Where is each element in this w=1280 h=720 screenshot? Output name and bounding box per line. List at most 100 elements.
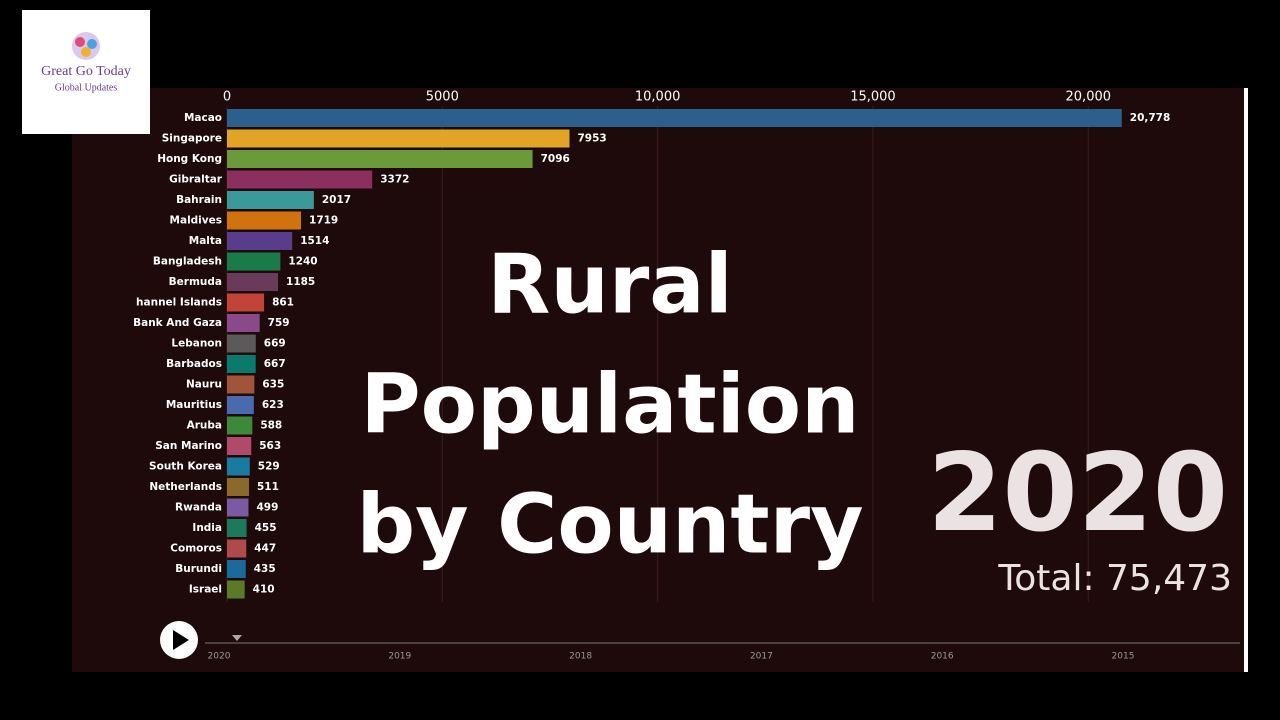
overlay-title: Population <box>361 357 860 452</box>
value-label: 861 <box>272 297 294 309</box>
bar <box>227 580 245 599</box>
x-tick-label: 5000 <box>426 90 459 105</box>
bar <box>227 109 1122 127</box>
bar <box>227 334 256 353</box>
category-label: South Korea <box>149 461 222 473</box>
value-label: 7953 <box>577 133 606 145</box>
value-label: 1719 <box>309 215 338 227</box>
x-tick-label: 20,000 <box>1066 90 1112 105</box>
category-label: San Marino <box>155 440 222 452</box>
category-label: Singapore <box>162 133 222 145</box>
category-label: hannel Islands <box>136 297 222 309</box>
play-icon <box>173 630 189 650</box>
value-label: 435 <box>254 563 276 575</box>
timeline-label: 2017 <box>750 652 773 662</box>
category-label: Lebanon <box>171 338 222 350</box>
bar <box>227 252 281 271</box>
logo-icon <box>75 37 85 47</box>
bar <box>227 293 265 312</box>
timeline-label: 2020 <box>208 652 231 662</box>
value-label: 511 <box>257 481 279 493</box>
value-label: 3372 <box>380 174 409 186</box>
bar <box>227 232 293 250</box>
timeline-label: 2016 <box>931 652 954 662</box>
category-label: Israel <box>189 584 222 596</box>
category-label: Barbados <box>166 358 222 370</box>
bar <box>227 396 254 414</box>
value-label: 563 <box>259 440 281 452</box>
logo-icon <box>81 47 91 57</box>
bar <box>227 170 373 189</box>
overlay-title: Rural <box>487 237 732 332</box>
category-label: Burundi <box>175 563 222 575</box>
category-label: Nauru <box>186 379 222 391</box>
timeline-label: 2015 <box>1112 652 1135 662</box>
bar <box>227 416 253 435</box>
category-label: Comoros <box>170 543 222 555</box>
value-label: 623 <box>262 399 284 411</box>
bar <box>227 150 533 168</box>
edge <box>1244 88 1248 672</box>
value-label: 529 <box>258 461 280 473</box>
bar <box>227 314 260 332</box>
bar <box>227 129 570 148</box>
timeline-marker[interactable] <box>232 635 242 641</box>
category-label: Gibraltar <box>169 174 223 186</box>
bar <box>227 498 249 517</box>
value-label: 499 <box>256 502 278 514</box>
bar <box>227 457 250 476</box>
bar <box>227 560 246 578</box>
bar <box>227 539 247 558</box>
bar <box>227 191 314 209</box>
timeline-label: 2019 <box>388 652 411 662</box>
value-label: 759 <box>268 317 290 329</box>
plot: 0 5000 10,000 15,000 20,000 Macao 20,778 Singap… <box>133 90 1171 602</box>
timeline-label: 2018 <box>569 652 592 662</box>
value-label: 669 <box>264 338 286 350</box>
logo-box <box>22 10 150 134</box>
logo-icon <box>87 39 97 49</box>
bar <box>227 437 252 455</box>
bar <box>227 375 255 394</box>
category-label: Aruba <box>187 420 222 432</box>
year: 2020 <box>927 431 1228 556</box>
x-tick-label: 0 <box>223 90 231 105</box>
value-label: 455 <box>255 522 277 534</box>
category-label: Netherlands <box>149 481 222 493</box>
category-label: Malta <box>189 235 222 247</box>
category-label: India <box>192 522 222 534</box>
logo-title: Great Go Today <box>41 64 131 79</box>
overlay-title: by Country <box>356 477 863 572</box>
category-label: Maldives <box>170 215 222 227</box>
value-label: 635 <box>262 379 284 391</box>
x-tick-label: 15,000 <box>850 90 896 105</box>
total: Total: 75,473 <box>997 558 1232 599</box>
value-label: 667 <box>264 358 286 370</box>
value-label: 2017 <box>322 194 351 206</box>
value-label: 20,778 <box>1130 112 1171 124</box>
category-label: Rwanda <box>175 502 222 514</box>
value-label: 1185 <box>286 276 315 288</box>
category-label: Bank And Gaza <box>133 317 222 329</box>
category-label: Bangladesh <box>153 256 222 268</box>
value-label: 1240 <box>288 256 317 268</box>
category-label: Mauritius <box>166 399 222 411</box>
bar <box>227 273 279 291</box>
value-label: 447 <box>254 543 276 555</box>
bar <box>227 355 256 373</box>
logo-subtitle: Global Updates <box>55 82 118 93</box>
category-label: Macao <box>184 112 222 124</box>
value-label: 588 <box>260 420 282 432</box>
x-tick-label: 10,000 <box>635 90 681 105</box>
value-label: 7096 <box>541 153 570 165</box>
category-label: Hong Kong <box>157 153 222 165</box>
value-label: 410 <box>253 584 275 596</box>
value-label: 1514 <box>300 235 329 247</box>
category-label: Bermuda <box>169 276 222 288</box>
bar <box>227 519 247 537</box>
category-label: Bahrain <box>176 194 222 206</box>
bar <box>227 478 250 496</box>
bar <box>227 211 302 230</box>
